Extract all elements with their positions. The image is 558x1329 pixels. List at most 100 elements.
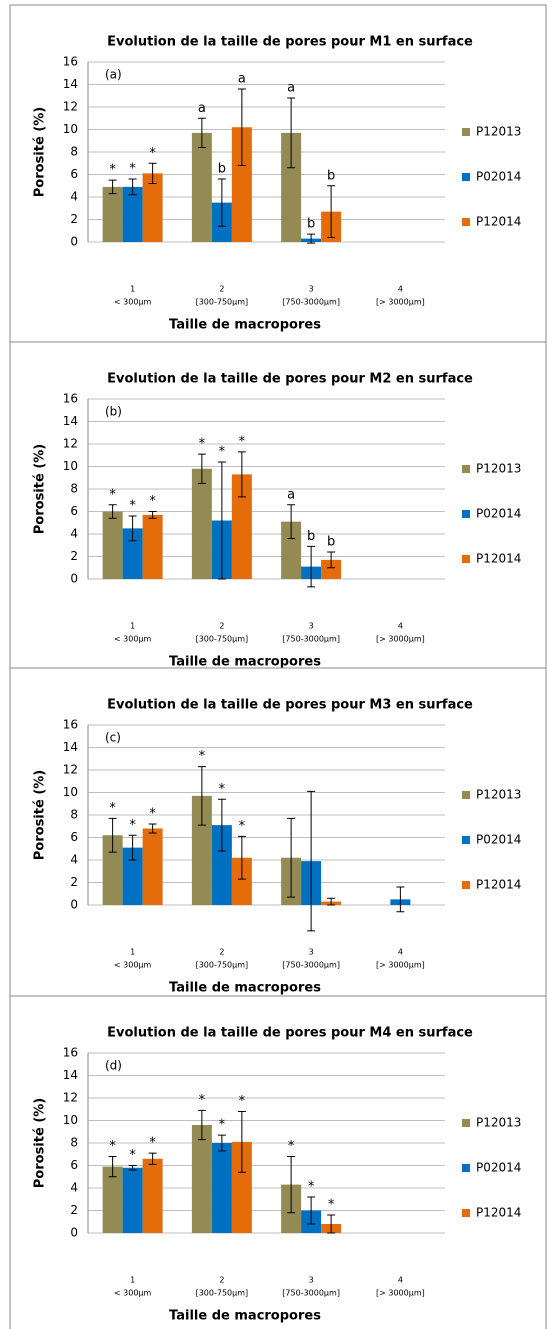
significance-marker: * bbox=[149, 807, 156, 822]
bar bbox=[122, 1167, 143, 1233]
x-axis-title: Taille de macropores bbox=[169, 318, 321, 333]
y-tick-label: 12 bbox=[63, 437, 78, 451]
legend-swatch bbox=[462, 128, 470, 136]
significance-marker: * bbox=[219, 782, 226, 797]
legend-swatch bbox=[462, 218, 470, 226]
significance-marker: * bbox=[129, 499, 136, 514]
legend-swatch bbox=[462, 1119, 470, 1127]
chart-title: Evolution de la taille de pores pour M3 … bbox=[107, 698, 473, 713]
bar bbox=[281, 521, 302, 579]
x-tick-sublabel: [750-3000µm] bbox=[282, 298, 340, 307]
legend-swatch bbox=[462, 173, 470, 181]
bar bbox=[142, 828, 163, 905]
y-tick-label: 4 bbox=[70, 1181, 78, 1195]
y-tick-label: 2 bbox=[70, 875, 78, 889]
bar bbox=[122, 847, 143, 905]
y-tick-label: 2 bbox=[70, 1203, 78, 1217]
x-tick-sublabel: [> 3000µm] bbox=[376, 961, 425, 970]
significance-marker: b bbox=[218, 162, 226, 177]
bar bbox=[231, 127, 252, 242]
y-tick-label: 16 bbox=[63, 392, 78, 406]
significance-marker: * bbox=[129, 1148, 136, 1163]
panel-label: (b) bbox=[105, 405, 122, 419]
significance-marker: * bbox=[239, 1094, 246, 1109]
x-tick-label: 4 bbox=[398, 622, 403, 631]
bar bbox=[191, 132, 212, 242]
y-tick-label: 4 bbox=[70, 853, 78, 867]
y-tick-label: 6 bbox=[70, 1158, 78, 1172]
panel-label: (d) bbox=[105, 1059, 122, 1073]
bar bbox=[122, 528, 143, 579]
x-tick-sublabel: [300-750µm] bbox=[196, 1289, 249, 1298]
x-tick-sublabel: < 300µm bbox=[114, 1289, 152, 1298]
legend-label: P12014 bbox=[476, 552, 521, 566]
x-axis-title: Taille de macropores bbox=[169, 1309, 321, 1324]
bar bbox=[231, 857, 252, 905]
x-tick-sublabel: < 300µm bbox=[114, 635, 152, 644]
x-tick-sublabel: < 300µm bbox=[114, 298, 152, 307]
bar bbox=[281, 132, 302, 242]
x-tick-sublabel: [750-3000µm] bbox=[282, 1289, 340, 1298]
x-tick-sublabel: [> 3000µm] bbox=[376, 1289, 425, 1298]
y-tick-label: 12 bbox=[63, 100, 78, 114]
x-tick-sublabel: [300-750µm] bbox=[196, 961, 249, 970]
bar bbox=[142, 173, 163, 242]
x-tick-label: 2 bbox=[219, 948, 224, 957]
significance-marker: b bbox=[307, 529, 315, 544]
y-tick-label: 14 bbox=[63, 77, 78, 91]
legend-swatch bbox=[462, 465, 470, 473]
chart-title: Evolution de la taille de pores pour M4 … bbox=[107, 1026, 473, 1041]
panel-label: (a) bbox=[105, 68, 122, 82]
x-tick-label: 3 bbox=[309, 948, 314, 957]
y-tick-label: 16 bbox=[63, 55, 78, 69]
chart-title: Evolution de la taille de pores pour M1 … bbox=[107, 35, 473, 50]
y-axis-title: Porosité (%) bbox=[33, 1098, 48, 1188]
y-tick-label: 6 bbox=[70, 830, 78, 844]
bar bbox=[102, 1166, 123, 1233]
legend-swatch bbox=[462, 791, 470, 799]
legend-label: P02014 bbox=[476, 170, 521, 184]
y-tick-label: 8 bbox=[70, 145, 78, 159]
significance-marker: * bbox=[149, 1136, 156, 1151]
legend-label: P02014 bbox=[476, 1161, 521, 1175]
significance-marker: * bbox=[239, 819, 246, 834]
y-tick-label: 10 bbox=[63, 1113, 78, 1127]
x-tick-label: 3 bbox=[309, 622, 314, 631]
significance-marker: * bbox=[308, 1180, 315, 1195]
legend-label: P12014 bbox=[476, 878, 521, 892]
panel-border bbox=[9, 341, 547, 669]
significance-marker: a bbox=[287, 487, 295, 502]
significance-marker: * bbox=[199, 1093, 206, 1108]
significance-marker: * bbox=[149, 146, 156, 161]
significance-marker: b bbox=[307, 217, 315, 232]
bar bbox=[321, 559, 342, 579]
panel-border bbox=[9, 995, 547, 1329]
legend-swatch bbox=[462, 510, 470, 518]
y-tick-label: 2 bbox=[70, 212, 78, 226]
x-tick-label: 4 bbox=[398, 948, 403, 957]
y-axis-title: Porosité (%) bbox=[33, 770, 48, 860]
legend-label: P12013 bbox=[476, 1116, 521, 1130]
significance-marker: * bbox=[328, 1198, 335, 1213]
legend-swatch bbox=[462, 1209, 470, 1217]
legend-label: P12013 bbox=[476, 462, 521, 476]
x-tick-sublabel: [300-750µm] bbox=[196, 635, 249, 644]
y-tick-label: 16 bbox=[63, 1046, 78, 1060]
y-tick-label: 12 bbox=[63, 763, 78, 777]
significance-marker: * bbox=[109, 1139, 116, 1154]
x-axis-title: Taille de macropores bbox=[169, 981, 321, 996]
bar bbox=[142, 1158, 163, 1233]
y-tick-label: 4 bbox=[70, 527, 78, 541]
bar bbox=[142, 514, 163, 579]
x-tick-sublabel: [> 3000µm] bbox=[376, 635, 425, 644]
y-tick-label: 16 bbox=[63, 718, 78, 732]
x-tick-label: 4 bbox=[398, 1276, 403, 1285]
x-tick-label: 2 bbox=[219, 285, 224, 294]
y-tick-label: 6 bbox=[70, 504, 78, 518]
y-tick-label: 4 bbox=[70, 190, 78, 204]
x-axis-title: Taille de macropores bbox=[169, 655, 321, 670]
significance-marker: * bbox=[219, 445, 226, 460]
bar bbox=[211, 825, 232, 905]
y-tick-label: 12 bbox=[63, 1091, 78, 1105]
